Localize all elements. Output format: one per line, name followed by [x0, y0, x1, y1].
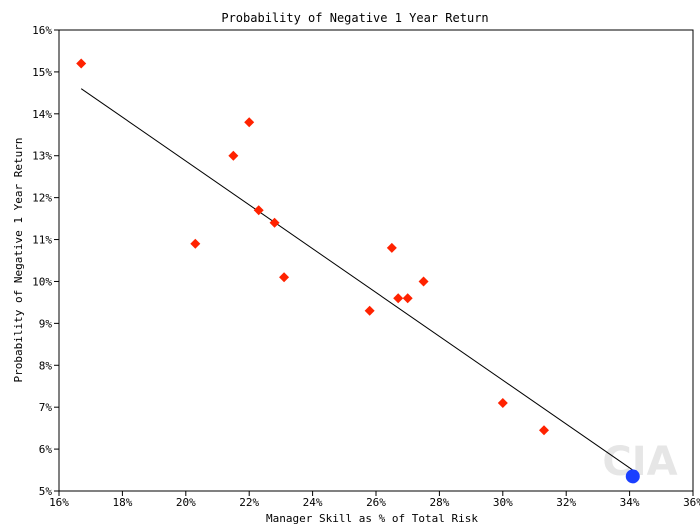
- data-point-diamond: [497, 397, 508, 408]
- x-tick-label: 34%: [620, 496, 640, 509]
- y-tick-label: 14%: [32, 108, 52, 121]
- x-tick-label: 20%: [176, 496, 196, 509]
- y-tick-label: 7%: [39, 401, 53, 414]
- x-tick-label: 18%: [112, 496, 132, 509]
- data-point-diamond: [269, 217, 280, 228]
- x-axis-ticks: 16% 18% 20% 22% 24% 26% 28% 30% 32% 34% 36%: [49, 491, 700, 509]
- data-point-diamond: [253, 205, 264, 216]
- chart-title: Probability of Negative 1 Year Return: [221, 11, 488, 25]
- y-tick-label: 16%: [32, 24, 52, 37]
- data-point-diamond: [393, 293, 404, 304]
- data-point-diamond: [76, 58, 87, 69]
- x-tick-label: 28%: [429, 496, 449, 509]
- x-tick-label: 26%: [366, 496, 386, 509]
- y-tick-label: 6%: [39, 443, 53, 456]
- x-tick-label: 22%: [239, 496, 259, 509]
- y-tick-label: 5%: [39, 485, 53, 498]
- data-point-diamond: [228, 150, 239, 161]
- data-point-diamond: [190, 238, 201, 249]
- x-tick-label: 16%: [49, 496, 69, 509]
- x-tick-label: 32%: [556, 496, 576, 509]
- y-tick-label: 13%: [32, 150, 52, 163]
- data-point-diamond: [386, 242, 397, 253]
- y-tick-label: 15%: [32, 66, 52, 79]
- data-point-diamond: [364, 305, 375, 316]
- y-tick-label: 10%: [32, 275, 52, 288]
- data-point-diamond: [279, 272, 290, 283]
- y-axis-title: Probability of Negative 1 Year Return: [12, 137, 25, 382]
- data-point-diamond: [402, 293, 413, 304]
- data-point-highlight: [625, 469, 640, 484]
- x-axis-title: Manager Skill as % of Total Risk: [266, 512, 478, 525]
- plot-area-frame: [58, 29, 694, 492]
- y-tick-label: 9%: [39, 317, 53, 330]
- watermark-logo: CIA: [602, 439, 677, 485]
- y-tick-label: 11%: [32, 234, 52, 247]
- data-point-diamond: [418, 276, 429, 287]
- x-tick-label: 36%: [683, 496, 700, 509]
- y-tick-label: 8%: [39, 359, 53, 372]
- y-axis-ticks: 5% 6% 7% 8% 9% 10% 11% 12% 13% 14% 15% 16%: [32, 24, 59, 498]
- data-point-diamond: [539, 425, 550, 436]
- x-tick-label: 30%: [493, 496, 513, 509]
- trend-line-layer: [80, 88, 634, 471]
- y-tick-label: 12%: [32, 192, 52, 205]
- trend-line: [80, 88, 634, 471]
- data-points-layer: [76, 58, 640, 484]
- data-point-diamond: [244, 117, 255, 128]
- x-tick-label: 24%: [303, 496, 323, 509]
